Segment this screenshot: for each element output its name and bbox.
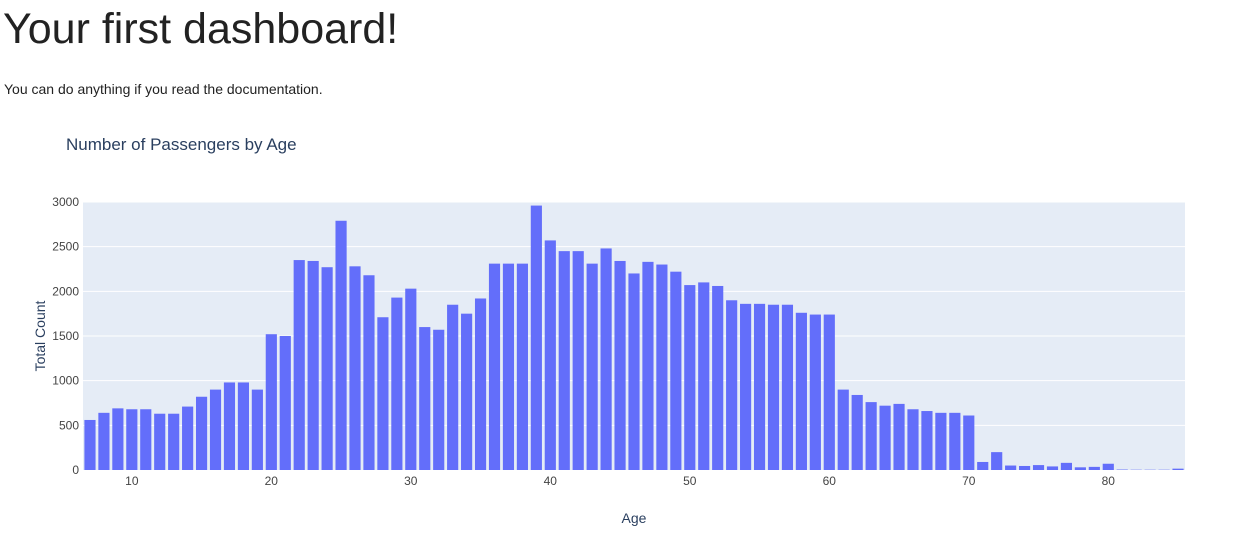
bar-age-36[interactable]: [489, 264, 500, 470]
bar-age-69[interactable]: [949, 413, 960, 470]
bar-age-63[interactable]: [866, 402, 877, 470]
x-tick-label: 30: [404, 474, 418, 488]
bar-age-72[interactable]: [991, 452, 1002, 470]
bar-age-31[interactable]: [419, 327, 430, 470]
x-axis-ticks: 10 20 30 40 50 60 70 80: [125, 474, 1115, 488]
bar-age-49[interactable]: [670, 272, 681, 470]
bar-age-66[interactable]: [907, 409, 918, 470]
bar-chart: 0 500 1000 1500 2000 2500 3000 10 20 30 40 50 60 70 8…: [0, 120, 1246, 542]
bar-age-62[interactable]: [852, 395, 863, 470]
bar-age-54[interactable]: [740, 304, 751, 470]
y-tick-label: 2000: [52, 284, 79, 298]
bar-age-22[interactable]: [294, 260, 305, 470]
bar-age-80[interactable]: [1103, 464, 1114, 470]
bar-age-53[interactable]: [726, 300, 737, 470]
y-tick-label: 500: [59, 418, 79, 432]
bar-age-40[interactable]: [545, 240, 556, 470]
chart-title: Number of Passengers by Age: [66, 135, 297, 154]
bar-age-39[interactable]: [531, 206, 542, 470]
x-tick-label: 20: [265, 474, 279, 488]
bar-age-60[interactable]: [824, 315, 835, 470]
bar-age-85[interactable]: [1172, 469, 1183, 470]
y-tick-label: 2500: [52, 240, 79, 254]
bar-age-73[interactable]: [1005, 466, 1016, 470]
bar-age-38[interactable]: [517, 264, 528, 470]
bar-age-46[interactable]: [628, 273, 639, 470]
bar-age-68[interactable]: [935, 413, 946, 470]
x-tick-label: 50: [683, 474, 697, 488]
bar-age-7[interactable]: [84, 420, 95, 470]
chart-container: 0 500 1000 1500 2000 2500 3000 10 20 30 40 50 60 70 8…: [0, 120, 1246, 542]
bar-age-61[interactable]: [838, 390, 849, 470]
bar-age-75[interactable]: [1033, 465, 1044, 470]
bar-age-19[interactable]: [252, 390, 263, 470]
x-axis-label: Age: [622, 510, 647, 526]
bar-age-59[interactable]: [810, 315, 821, 470]
bar-age-64[interactable]: [880, 406, 891, 470]
bar-age-9[interactable]: [112, 408, 123, 470]
bar-age-20[interactable]: [266, 334, 277, 470]
bar-age-71[interactable]: [977, 462, 988, 470]
bar-age-33[interactable]: [447, 305, 458, 470]
bar-age-77[interactable]: [1061, 463, 1072, 470]
bar-age-65[interactable]: [893, 404, 904, 470]
bar-age-74[interactable]: [1019, 466, 1030, 470]
bar-age-8[interactable]: [98, 413, 109, 470]
bar-age-18[interactable]: [238, 382, 249, 470]
bar-age-21[interactable]: [280, 336, 291, 470]
bar-age-15[interactable]: [196, 397, 207, 470]
x-tick-label: 10: [125, 474, 139, 488]
bar-age-26[interactable]: [349, 266, 360, 470]
bar-age-24[interactable]: [322, 267, 333, 470]
bar-age-79[interactable]: [1089, 467, 1100, 470]
bar-age-57[interactable]: [782, 305, 793, 470]
bar-age-43[interactable]: [587, 264, 598, 470]
bar-age-34[interactable]: [461, 314, 472, 470]
bar-age-55[interactable]: [754, 304, 765, 470]
bar-age-42[interactable]: [573, 251, 584, 470]
y-tick-label: 3000: [52, 195, 79, 209]
bar-age-58[interactable]: [796, 313, 807, 470]
bar-age-13[interactable]: [168, 414, 179, 470]
bar-age-78[interactable]: [1075, 467, 1086, 470]
bar-age-12[interactable]: [154, 414, 165, 470]
y-axis-ticks: 0 500 1000 1500 2000 2500 3000: [52, 195, 79, 477]
bar-age-56[interactable]: [768, 305, 779, 470]
bar-age-23[interactable]: [308, 261, 319, 470]
bar-age-28[interactable]: [377, 317, 388, 470]
bar-age-37[interactable]: [503, 264, 514, 470]
bar-age-30[interactable]: [405, 289, 416, 470]
y-tick-label: 1500: [52, 329, 79, 343]
bar-age-11[interactable]: [140, 409, 151, 470]
bar-age-70[interactable]: [963, 416, 974, 470]
x-tick-label: 80: [1102, 474, 1116, 488]
y-tick-label: 1000: [52, 374, 79, 388]
x-tick-label: 60: [823, 474, 837, 488]
bar-age-51[interactable]: [698, 282, 709, 470]
bar-age-48[interactable]: [656, 265, 667, 470]
bar-age-14[interactable]: [182, 407, 193, 470]
bar-age-52[interactable]: [712, 286, 723, 470]
bar-age-16[interactable]: [210, 390, 221, 470]
bar-age-29[interactable]: [391, 298, 402, 470]
bar-age-50[interactable]: [684, 285, 695, 470]
bar-age-67[interactable]: [921, 411, 932, 470]
page-subtitle: You can do anything if you read the docu…: [4, 80, 323, 98]
x-tick-label: 70: [962, 474, 976, 488]
bar-age-35[interactable]: [475, 298, 486, 470]
bar-age-76[interactable]: [1047, 466, 1058, 470]
bar-age-44[interactable]: [601, 248, 612, 470]
bar-age-27[interactable]: [363, 275, 374, 470]
bar-age-10[interactable]: [126, 409, 137, 470]
bar-age-47[interactable]: [642, 262, 653, 470]
bar-age-41[interactable]: [559, 251, 570, 470]
y-axis-label: Total Count: [32, 300, 48, 371]
bar-age-32[interactable]: [433, 330, 444, 470]
bar-age-17[interactable]: [224, 382, 235, 470]
bar-age-25[interactable]: [335, 221, 346, 470]
bar-age-45[interactable]: [614, 261, 625, 470]
page-title: Your first dashboard!: [3, 3, 398, 55]
x-tick-label: 40: [544, 474, 558, 488]
y-tick-label: 0: [72, 463, 79, 477]
